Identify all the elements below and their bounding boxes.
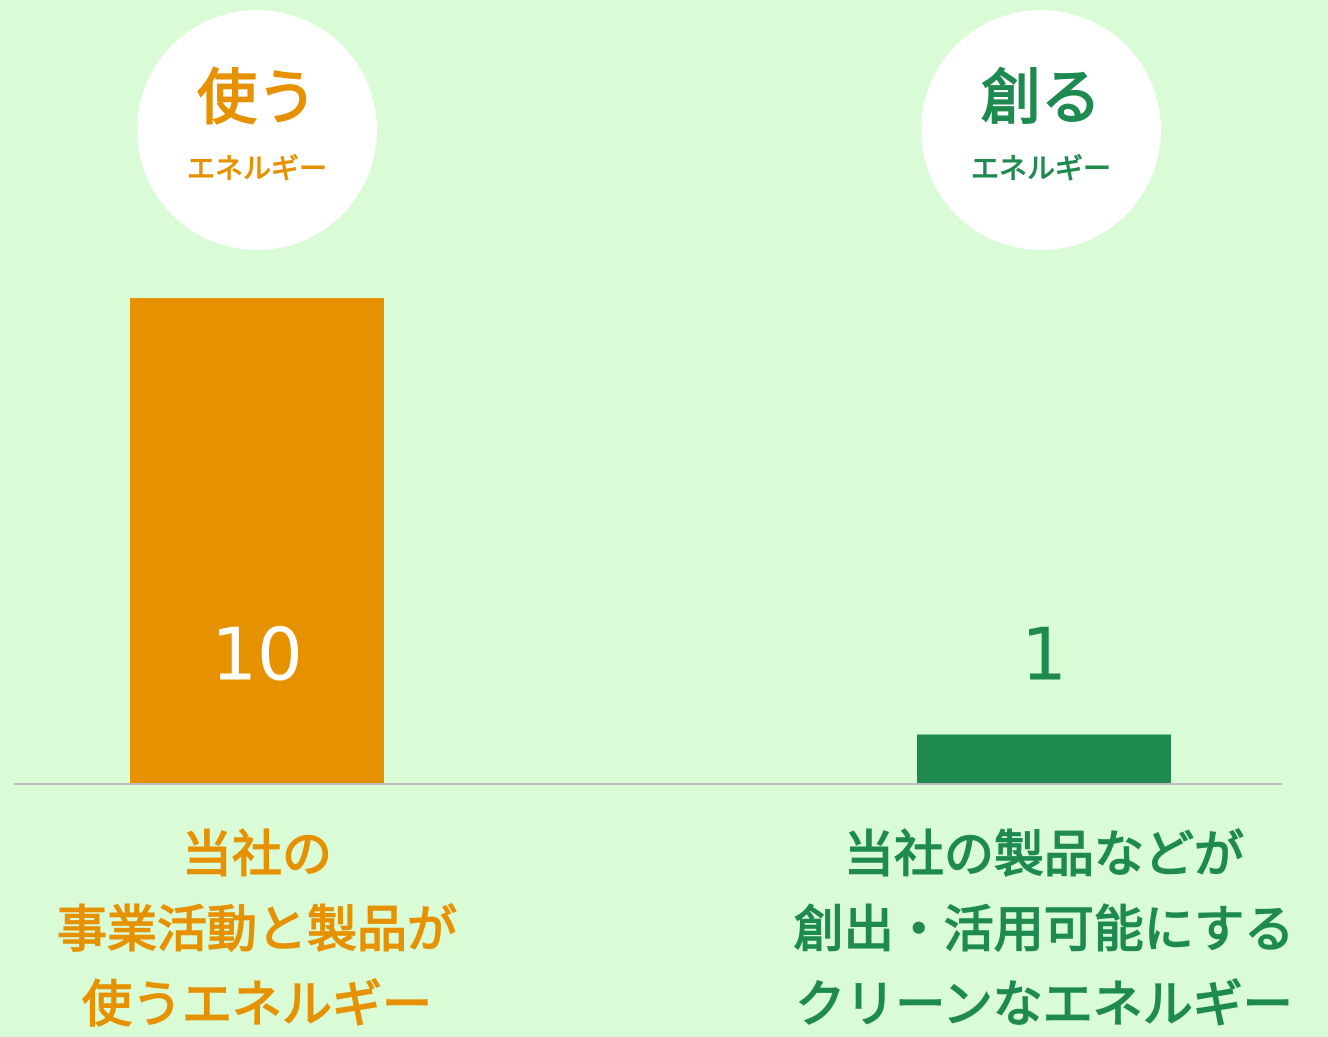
badge-circle — [921, 10, 1161, 250]
category-label: 使うエネルギー — [82, 976, 432, 1034]
value-label: 1 — [1021, 613, 1067, 697]
bar — [917, 734, 1171, 783]
badge-subtitle: エネルギー — [187, 152, 327, 185]
badge-title: 使う — [197, 64, 317, 134]
bar — [130, 298, 384, 783]
category-label: 創出・活用可能にする — [794, 901, 1295, 959]
category-label: 当社の製品などが — [844, 826, 1244, 884]
category-label: クリーンなエネルギー — [795, 976, 1293, 1034]
badge-subtitle: エネルギー — [971, 152, 1111, 185]
category-label: 事業活動と製品が — [57, 901, 457, 959]
badge-title: 創る — [981, 64, 1101, 134]
badge-circle — [137, 10, 377, 250]
category-label: 当社の — [182, 826, 332, 884]
value-label: 10 — [211, 613, 303, 697]
